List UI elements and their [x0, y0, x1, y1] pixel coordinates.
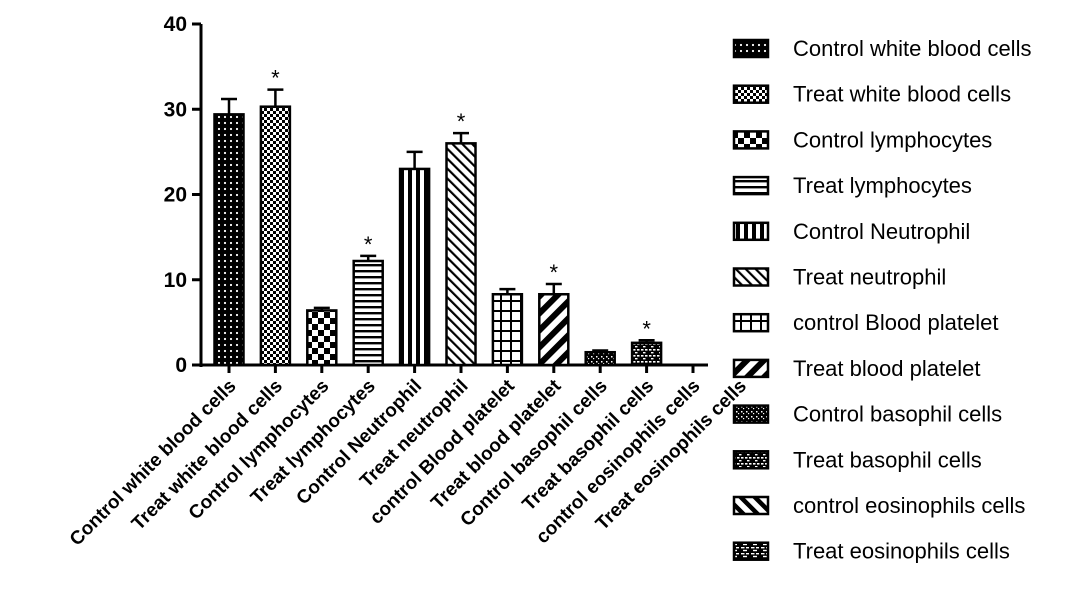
- bar: [259, 105, 292, 367]
- legend: Control white blood cells Treat white blo…: [732, 36, 1031, 564]
- legend-swatch: [732, 267, 770, 287]
- legend-item: Treat lymphocytes: [732, 173, 972, 198]
- legend-swatch: [732, 358, 770, 379]
- legend-swatch: [732, 450, 770, 470]
- legend-item: Treat blood platelet: [732, 356, 981, 381]
- legend-item: Control lymphocytes: [732, 127, 992, 152]
- y-tick-label: 0: [175, 354, 187, 377]
- bar: [584, 350, 616, 367]
- bar: [630, 341, 663, 367]
- significance-star: *: [457, 109, 466, 134]
- legend-swatch: [732, 130, 770, 150]
- legend-label: Treat neutrophil: [793, 265, 946, 290]
- legend-item: Treat white blood cells: [732, 82, 1011, 107]
- legend-swatch: [732, 221, 770, 242]
- bar: [306, 309, 338, 367]
- significance-star: *: [364, 232, 373, 257]
- legend-swatch: [732, 38, 770, 59]
- legend-item: control Blood platelet: [732, 310, 998, 335]
- legend-label: control Blood platelet: [793, 310, 998, 335]
- legend-label: Control Neutrophil: [793, 219, 970, 244]
- legend-swatch: [732, 175, 770, 196]
- y-tick-label: 10: [164, 269, 187, 292]
- legend-swatch: [732, 404, 770, 424]
- legend-swatch: [732, 84, 770, 104]
- legend-item: Control Neutrophil: [732, 219, 970, 244]
- legend-item: Control white blood cells: [732, 36, 1031, 61]
- bar: [352, 259, 384, 367]
- bar: [445, 142, 477, 367]
- bar: [398, 167, 431, 367]
- bar: [491, 292, 524, 367]
- legend-swatch: [732, 495, 770, 516]
- bar: [213, 113, 245, 367]
- bar: [538, 292, 570, 367]
- y-tick-label: 40: [164, 13, 187, 36]
- significance-star: *: [642, 316, 651, 341]
- legend-label: Control basophil cells: [793, 402, 1002, 427]
- error-bars: [221, 88, 655, 353]
- legend-label: Treat lymphocytes: [793, 173, 972, 198]
- legend-swatch: [732, 312, 770, 333]
- y-tick-label: 20: [164, 184, 187, 207]
- legend-label: Treat basophil cells: [793, 447, 982, 472]
- legend-item: Treat neutrophil: [732, 265, 946, 290]
- legend-item: control eosinophils cells: [732, 493, 1025, 518]
- significance-star: *: [550, 260, 559, 285]
- significance-markers: * * * * *: [271, 66, 651, 342]
- legend-swatch: [732, 541, 770, 561]
- significance-star: *: [271, 66, 280, 91]
- y-tick-label: 30: [164, 98, 187, 121]
- legend-label: Treat blood platelet: [793, 356, 981, 381]
- legend-item: Treat basophil cells: [732, 447, 982, 472]
- legend-label: Treat eosinophils cells: [793, 539, 1010, 564]
- bars: [213, 105, 663, 367]
- legend-label: Control white blood cells: [793, 36, 1031, 61]
- legend-label: Control lymphocytes: [793, 127, 992, 152]
- legend-label: control eosinophils cells: [793, 493, 1025, 518]
- legend-label: Treat white blood cells: [793, 82, 1011, 107]
- legend-item: Treat eosinophils cells: [732, 539, 1010, 564]
- legend-item: Control basophil cells: [732, 402, 1002, 427]
